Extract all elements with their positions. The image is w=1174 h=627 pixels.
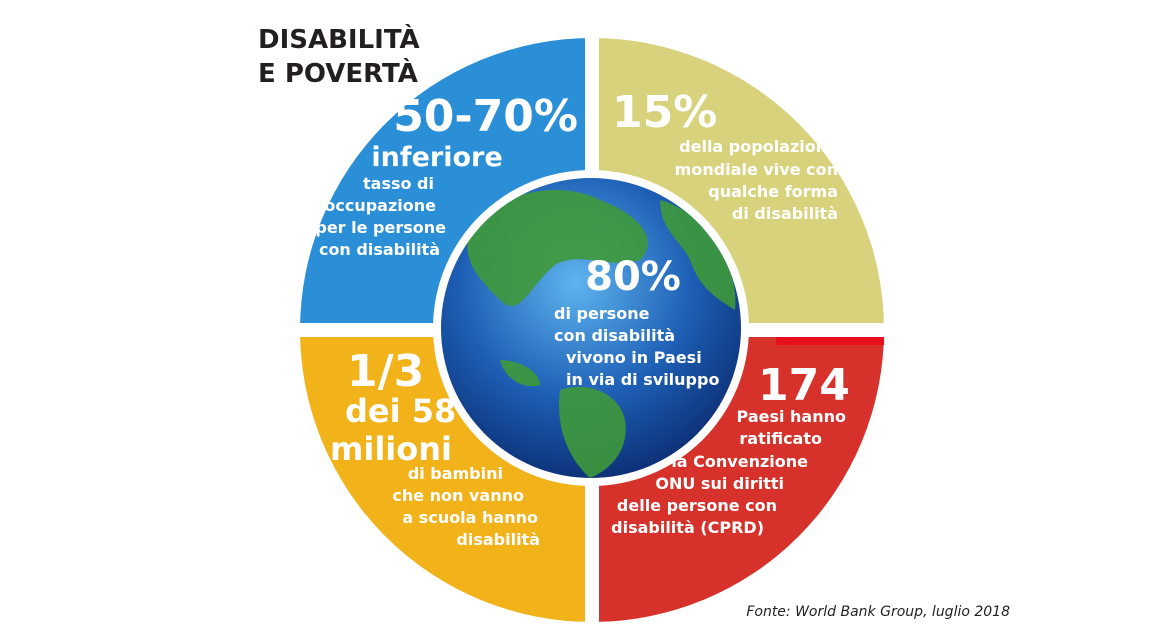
text-line: in via di sviluppo	[566, 370, 719, 389]
figure: 50-70%	[393, 91, 578, 142]
figure: 80%	[585, 254, 681, 300]
subtitle: milioni	[330, 430, 452, 468]
text-line: occupazione	[324, 196, 436, 215]
text-line: tasso di	[363, 174, 434, 193]
text-line: con disabilità	[554, 326, 675, 345]
title-line: DISABILITÀ	[258, 23, 420, 55]
globe	[433, 170, 749, 486]
text-line: vivono in Paesi	[566, 348, 702, 367]
text-line: qualche forma	[708, 182, 838, 201]
text-line: delle persone con	[617, 496, 777, 515]
text-line: a scuola hanno	[402, 508, 538, 527]
text-line: per le persone	[315, 218, 446, 237]
text-line: ratificato	[739, 429, 822, 448]
source: Fonte: World Bank Group, luglio 2018	[746, 604, 1010, 620]
title-line: E POVERTÀ	[258, 57, 418, 89]
text-line: con disabilità	[319, 240, 440, 259]
figure: 174	[758, 360, 850, 411]
text-line: della popolazione	[679, 137, 838, 156]
top-left-text: 50-70% inferiore tasso di occupazione pe…	[315, 91, 578, 259]
subtitle: dei 58	[345, 392, 456, 430]
text-line: di disabilità	[732, 204, 838, 223]
bottom-left-text: 1/3 dei 58 milioni di bambini che non va…	[330, 346, 540, 549]
bottom-right-text: 174 Paesi hanno ratificato la Convenzion…	[611, 360, 850, 537]
text-line: la Convenzione	[671, 452, 808, 471]
title: DISABILITÀ E POVERTÀ	[258, 23, 420, 89]
text-line: di bambini	[408, 464, 503, 483]
top-right-text: 15% della popolazione mondiale vive con …	[612, 87, 838, 223]
text-line: ONU sui diritti	[655, 474, 784, 493]
text-line: disabilità	[456, 530, 540, 549]
center-text: 80% di persone con disabilità vivono in …	[554, 254, 719, 389]
subtitle: inferiore	[371, 142, 502, 173]
text-line: Paesi hanno	[737, 407, 846, 426]
figure: 15%	[612, 87, 717, 138]
text-line: di persone	[554, 304, 650, 323]
text-line: che non vanno	[392, 486, 524, 505]
figure: 1/3	[347, 346, 424, 397]
text-line: disabilità (CPRD)	[611, 518, 764, 537]
text-line: mondiale vive con	[675, 160, 838, 179]
